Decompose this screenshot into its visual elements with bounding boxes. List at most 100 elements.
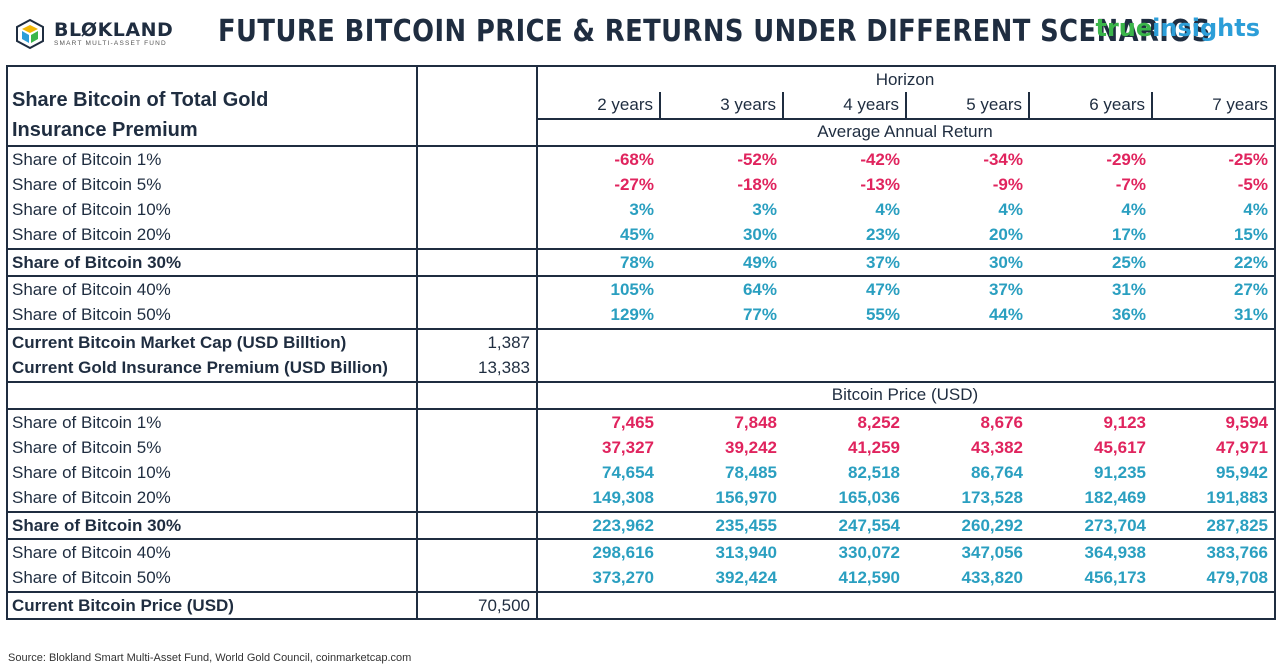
blank-cell bbox=[536, 328, 1276, 356]
current-price-value: 70,500 bbox=[416, 591, 537, 621]
empty-cell bbox=[416, 145, 537, 173]
return-value: 30% bbox=[906, 248, 1029, 278]
row-header-line1: Share Bitcoin of Total Gold bbox=[12, 88, 269, 111]
scenario-label: Share of Bitcoin 40% bbox=[6, 276, 417, 303]
return-value: 3% bbox=[752, 200, 777, 220]
return-value: -25% bbox=[1152, 145, 1276, 173]
returns-row: Share of Bitcoin 50% 129% 77% 55% 44% 36% 31% bbox=[6, 302, 1276, 330]
market-cap-value: 1,387 bbox=[416, 328, 537, 356]
scenario-label: Share of Bitcoin 30% bbox=[6, 248, 417, 278]
blank-cell bbox=[536, 591, 1276, 621]
price-value: 8,252 bbox=[857, 412, 900, 432]
price-value: 82,518 bbox=[848, 463, 900, 483]
price-value: 273,704 bbox=[1029, 511, 1152, 541]
return-value: 129% bbox=[536, 302, 660, 330]
price-value: 330,072 bbox=[838, 542, 900, 562]
scenario-label: Share of Bitcoin 20% bbox=[6, 485, 417, 513]
empty-header-cell bbox=[416, 65, 537, 147]
price-value: 39,242 bbox=[725, 437, 777, 457]
price-value: 8,676 bbox=[980, 412, 1023, 432]
empty-cell bbox=[416, 276, 537, 303]
empty-cell bbox=[416, 222, 537, 250]
price-value: 43,382 bbox=[971, 437, 1023, 457]
price-value: 260,292 bbox=[906, 511, 1029, 541]
return-value: 31% bbox=[1152, 302, 1276, 330]
market-cap-label: Current Bitcoin Market Cap (USD Billtion… bbox=[6, 328, 417, 356]
row-header-cell: Share Bitcoin of Total Gold Insurance Pre… bbox=[6, 65, 417, 147]
price-value: 298,616 bbox=[536, 539, 660, 566]
return-value: -13% bbox=[860, 174, 900, 194]
horizon-label: Horizon bbox=[536, 64, 1276, 93]
scenario-label: Share of Bitcoin 50% bbox=[6, 565, 417, 593]
return-value: 64% bbox=[742, 280, 777, 300]
price-value: 287,825 bbox=[1152, 511, 1276, 541]
return-value: 37% bbox=[988, 280, 1023, 300]
empty-cell bbox=[6, 381, 417, 410]
scenario-label: Share of Bitcoin 20% bbox=[6, 222, 417, 250]
price-value: 392,424 bbox=[660, 565, 783, 593]
price-value: 47,971 bbox=[1152, 435, 1276, 461]
price-value: 165,036 bbox=[838, 488, 900, 508]
year-header: 4 years bbox=[782, 92, 906, 120]
return-value: 22% bbox=[1152, 248, 1276, 278]
year-header: 5 years bbox=[905, 92, 1029, 120]
empty-cell bbox=[416, 408, 537, 436]
year-header: 7 years bbox=[1151, 92, 1276, 120]
row-header-line2: Insurance Premium bbox=[12, 118, 198, 141]
prices-row: Share of Bitcoin 5% 37,327 39,242 41,259 43,… bbox=[6, 435, 1276, 461]
return-value: -34% bbox=[983, 149, 1023, 169]
blank-cell bbox=[536, 355, 1276, 383]
true-insights-logo: trueinsights bbox=[1095, 14, 1260, 42]
return-value: 45% bbox=[536, 222, 660, 250]
year-header: 6 years bbox=[1028, 92, 1152, 120]
return-value: 4% bbox=[998, 200, 1023, 220]
price-value: 7,848 bbox=[734, 412, 777, 432]
scenario-table: Share Bitcoin of Total Gold Insurance Pre… bbox=[6, 64, 1276, 621]
empty-cell bbox=[416, 381, 537, 410]
price-value: 173,528 bbox=[961, 488, 1023, 508]
empty-cell bbox=[416, 435, 537, 461]
prices-row: Share of Bitcoin 50% 373,270 392,424 412,59… bbox=[6, 565, 1276, 593]
returns-row: Share of Bitcoin 1% -68% -52% -42% -34% -29% -… bbox=[6, 145, 1276, 173]
gold-premium-label: Current Gold Insurance Premium (USD Bill… bbox=[6, 355, 417, 383]
scenario-label: Share of Bitcoin 10% bbox=[6, 460, 417, 486]
price-value: 347,056 bbox=[961, 542, 1023, 562]
returns-row: Share of Bitcoin 20% 45% 30% 23% 20% 17% 15% bbox=[6, 222, 1276, 250]
scenario-label: Share of Bitcoin 1% bbox=[6, 408, 417, 436]
prices-row: Share of Bitcoin 1% 7,465 7,848 8,252 8,676 9… bbox=[6, 408, 1276, 436]
prices-row: Share of Bitcoin 10% 74,654 78,485 82,518 86… bbox=[6, 460, 1276, 486]
logo-name: BLØKLAND bbox=[54, 19, 174, 41]
empty-cell bbox=[416, 302, 537, 330]
price-value: 7,465 bbox=[536, 408, 660, 436]
price-value: 433,820 bbox=[906, 565, 1029, 593]
price-value: 479,708 bbox=[1152, 565, 1276, 593]
source-note: Source: Blokland Smart Multi-Asset Fund,… bbox=[8, 652, 412, 664]
return-value: 78% bbox=[536, 248, 660, 278]
return-value: -29% bbox=[1106, 149, 1146, 169]
scenario-label: Share of Bitcoin 5% bbox=[6, 172, 417, 198]
scenario-label: Share of Bitcoin 10% bbox=[6, 197, 417, 223]
empty-cell bbox=[416, 172, 537, 198]
header: BLØKLAND SMART MULTI-ASSET FUND FUTURE B… bbox=[0, 0, 1280, 66]
price-value: 247,554 bbox=[783, 511, 906, 541]
price-value: 456,173 bbox=[1029, 565, 1152, 593]
price-value: 74,654 bbox=[536, 460, 660, 486]
gold-premium-value: 13,383 bbox=[416, 355, 537, 383]
return-value: -7% bbox=[1115, 174, 1146, 194]
returns-row: Share of Bitcoin 5% -27% -18% -13% -9% -7% -5% bbox=[6, 172, 1276, 198]
scenario-label: Share of Bitcoin 1% bbox=[6, 145, 417, 173]
price-value: 149,308 bbox=[536, 485, 660, 513]
return-value: -9% bbox=[992, 174, 1023, 194]
return-value: 3% bbox=[536, 197, 660, 223]
returns-row: Share of Bitcoin 10% 3% 3% 4% 4% 4% 4% bbox=[6, 197, 1276, 223]
scenario-label: Share of Bitcoin 30% bbox=[6, 511, 417, 541]
return-value: 15% bbox=[1152, 222, 1276, 250]
price-value: 45,617 bbox=[1094, 437, 1146, 457]
prices-row: Share of Bitcoin 30% 223,962 235,455 247,55… bbox=[6, 511, 1276, 541]
returns-row: Share of Bitcoin 30% 78% 49% 37% 30% 25% 22% bbox=[6, 248, 1276, 278]
return-value: -52% bbox=[737, 149, 777, 169]
empty-cell bbox=[416, 485, 537, 513]
price-value: 373,270 bbox=[536, 565, 660, 593]
price-value: 412,590 bbox=[783, 565, 906, 593]
return-value: 20% bbox=[988, 225, 1023, 245]
